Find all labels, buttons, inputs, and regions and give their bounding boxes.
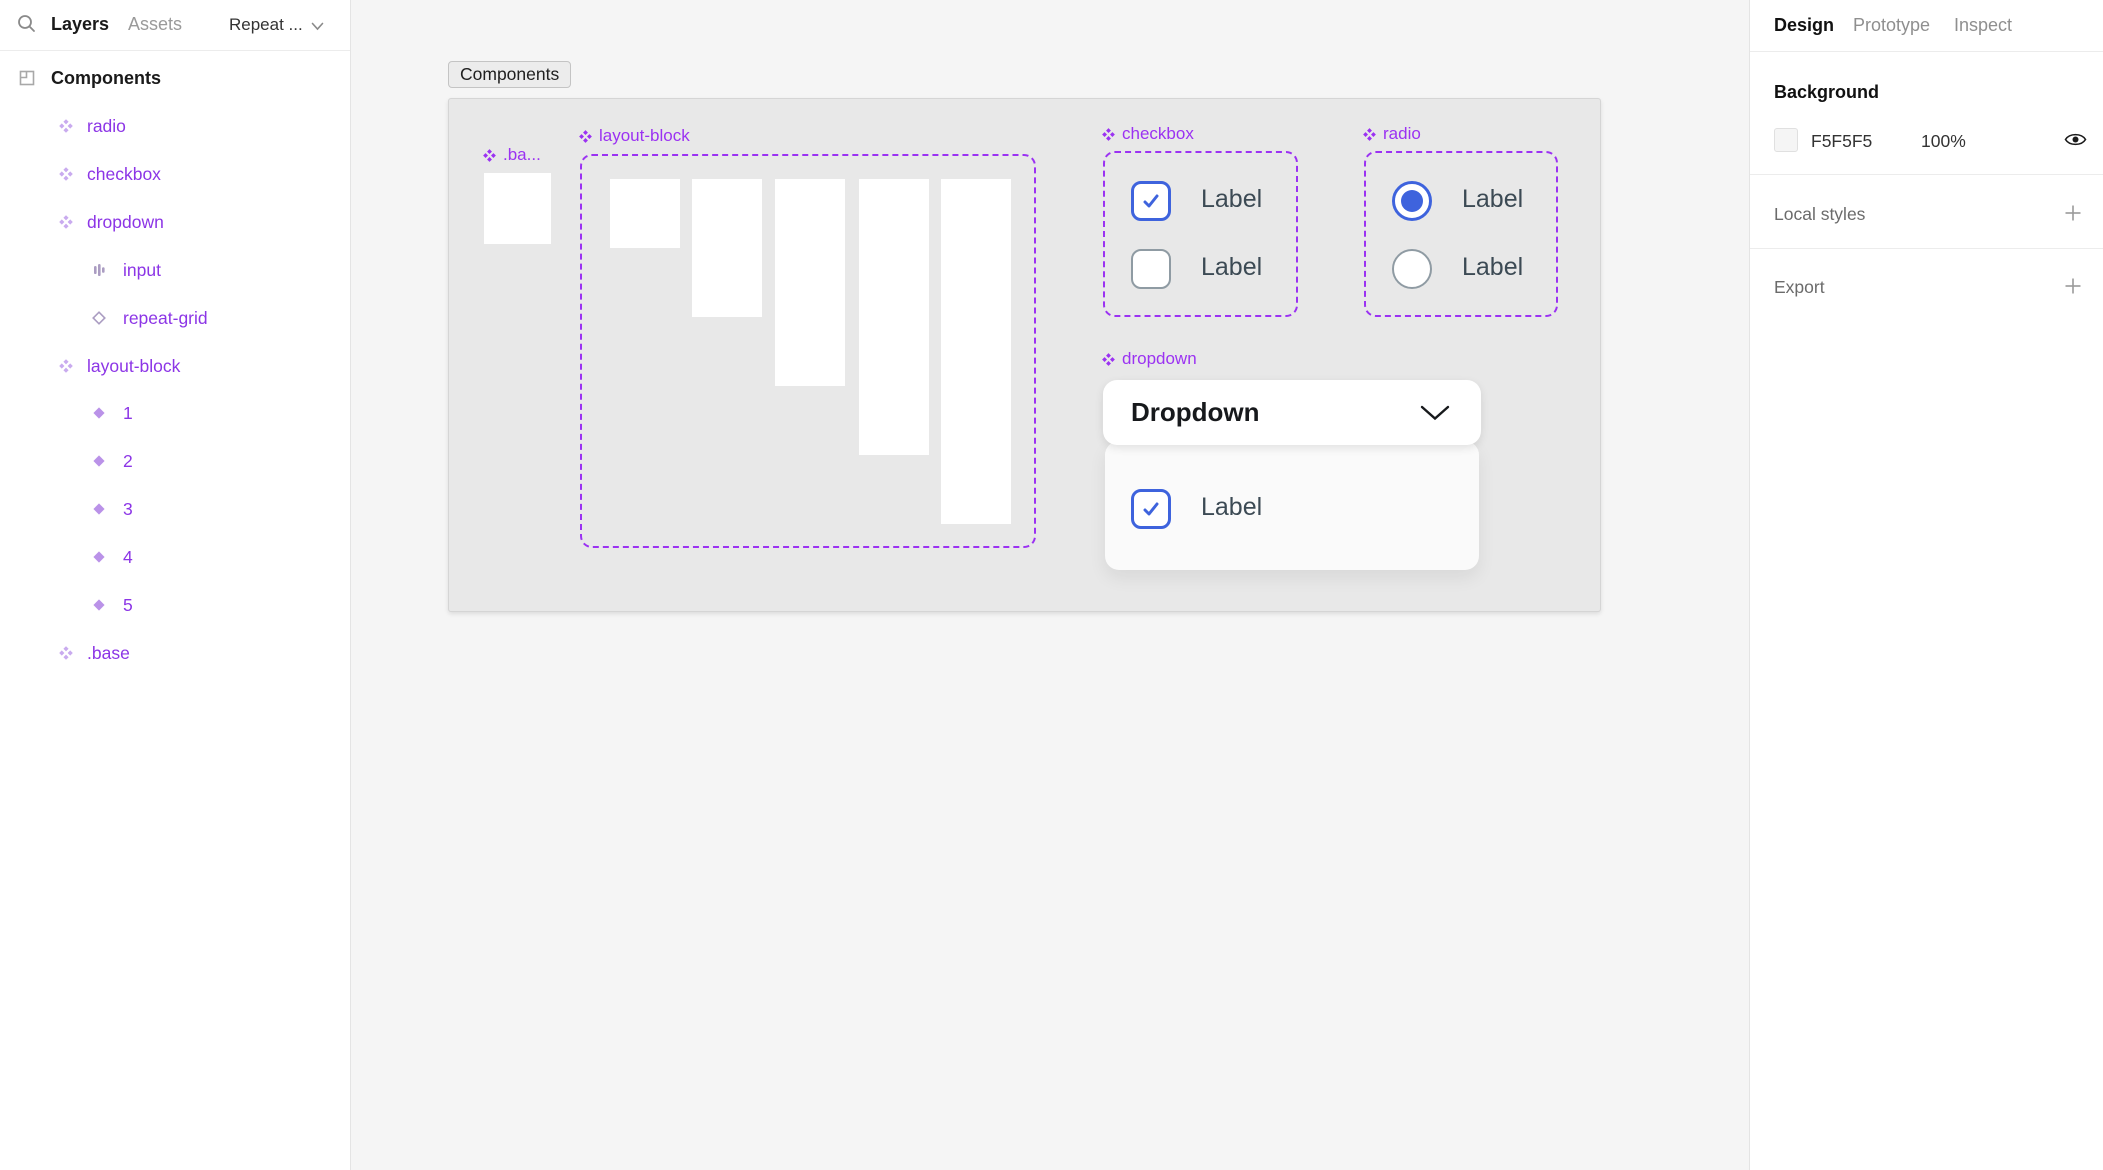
add-local-style-button[interactable] bbox=[2064, 204, 2082, 222]
layers-panel-topbar: Layers Assets Repeat ... bbox=[0, 0, 350, 51]
layer-row-components[interactable]: Components bbox=[0, 64, 350, 92]
local-styles-heading: Local styles bbox=[1774, 204, 1866, 224]
background-opacity[interactable]: 100% bbox=[1921, 131, 1966, 151]
diamond-icon bbox=[90, 453, 107, 470]
tab-design[interactable]: Design bbox=[1774, 15, 1835, 35]
background-heading: Background bbox=[1774, 82, 1880, 102]
export-heading: Export bbox=[1774, 277, 1825, 297]
add-export-button[interactable] bbox=[2064, 277, 2082, 295]
diamond-icon bbox=[90, 549, 107, 566]
component-icon bbox=[57, 214, 74, 231]
layout-block-bar-2[interactable] bbox=[692, 179, 762, 317]
layer-row-dropdown[interactable]: dropdown bbox=[0, 208, 350, 236]
checkbox-label: Label bbox=[1201, 185, 1263, 213]
layer-row-layout-block[interactable]: layout-block bbox=[0, 352, 350, 380]
chevron-down-icon bbox=[1419, 404, 1451, 422]
layer-row-2[interactable]: 2 bbox=[0, 447, 350, 475]
background-hex[interactable]: F5F5F5 bbox=[1811, 131, 1873, 151]
component-icon bbox=[1363, 127, 1376, 141]
base-instance-label[interactable]: .ba... bbox=[482, 145, 541, 165]
checkbox-unchecked[interactable] bbox=[1131, 249, 1171, 289]
input-icon bbox=[90, 262, 107, 279]
check-icon bbox=[1143, 194, 1159, 208]
base-instance-rect[interactable] bbox=[484, 173, 551, 244]
diamond-icon bbox=[90, 405, 107, 422]
layout-block-bar-5[interactable] bbox=[941, 179, 1011, 524]
layer-row-input[interactable]: input bbox=[0, 256, 350, 284]
layer-row-1[interactable]: 1 bbox=[0, 399, 350, 427]
divider bbox=[1750, 248, 2103, 249]
layer-row-checkbox[interactable]: checkbox bbox=[0, 160, 350, 188]
eye-icon[interactable] bbox=[2064, 131, 2087, 148]
component-icon bbox=[57, 645, 74, 662]
radio-component-outline[interactable]: Label Label bbox=[1364, 151, 1558, 317]
layers-panel: Layers Assets Repeat ... Components radi… bbox=[0, 0, 351, 1170]
radio-label: Label bbox=[1462, 185, 1524, 213]
chevron-down-icon[interactable] bbox=[311, 22, 324, 31]
menu-checkbox-checked[interactable] bbox=[1131, 489, 1171, 529]
component-icon bbox=[57, 358, 74, 375]
dropdown-component-label[interactable]: dropdown bbox=[1101, 349, 1197, 369]
checkbox-checked[interactable] bbox=[1131, 181, 1171, 221]
menu-item-label: Label bbox=[1201, 493, 1263, 521]
search-icon[interactable] bbox=[17, 14, 36, 33]
color-swatch[interactable] bbox=[1774, 128, 1798, 152]
checkbox-component-outline[interactable]: Label Label bbox=[1103, 151, 1298, 317]
layer-row-radio[interactable]: radio bbox=[0, 112, 350, 140]
layer-row-5[interactable]: 5 bbox=[0, 591, 350, 619]
diamond-icon bbox=[90, 501, 107, 518]
component-icon bbox=[57, 166, 74, 183]
layout-block-outline[interactable] bbox=[580, 154, 1036, 548]
frame-icon bbox=[18, 70, 35, 87]
layout-block-bar-3[interactable] bbox=[775, 179, 845, 386]
tab-inspect[interactable]: Inspect bbox=[1954, 15, 2013, 35]
radio-unselected[interactable] bbox=[1392, 249, 1432, 289]
dropdown-select[interactable]: Dropdown bbox=[1103, 380, 1481, 445]
repeat-grid-icon bbox=[90, 310, 107, 327]
component-icon bbox=[579, 129, 592, 143]
layout-block-label[interactable]: layout-block bbox=[578, 126, 690, 146]
components-frame[interactable]: .ba... layout-block checkbox bbox=[448, 98, 1601, 612]
component-icon bbox=[1102, 127, 1115, 141]
inspector-tabs: Design Prototype Inspect bbox=[1750, 0, 2103, 52]
divider bbox=[1750, 174, 2103, 175]
radio-dot bbox=[1401, 190, 1423, 212]
checkbox-component-label[interactable]: checkbox bbox=[1101, 124, 1194, 144]
diamond-icon bbox=[90, 597, 107, 614]
tab-prototype[interactable]: Prototype bbox=[1853, 15, 1931, 35]
dropdown-value: Dropdown bbox=[1131, 397, 1260, 427]
frame-title-chip[interactable]: Components bbox=[448, 61, 572, 88]
layer-row-3[interactable]: 3 bbox=[0, 495, 350, 523]
layout-block-bar-1[interactable] bbox=[610, 179, 680, 248]
dropdown-menu-panel[interactable]: Label bbox=[1105, 441, 1479, 570]
page-selector[interactable]: Repeat ... bbox=[229, 15, 303, 34]
layout-block-bar-4[interactable] bbox=[859, 179, 929, 455]
layer-row-base[interactable]: .base bbox=[0, 639, 350, 667]
radio-selected[interactable] bbox=[1392, 181, 1432, 221]
component-icon bbox=[57, 118, 74, 135]
check-icon bbox=[1143, 502, 1159, 516]
radio-label: Label bbox=[1462, 253, 1524, 281]
layer-row-repeat-grid[interactable]: repeat-grid bbox=[0, 304, 350, 332]
component-icon bbox=[1102, 352, 1115, 366]
canvas[interactable]: Components .ba... layout-block bbox=[352, 0, 1749, 1170]
inspector-panel: Design Prototype Inspect Background F5F5… bbox=[1749, 0, 2103, 1170]
checkbox-label: Label bbox=[1201, 253, 1263, 281]
layer-row-4[interactable]: 4 bbox=[0, 543, 350, 571]
tab-layers[interactable]: Layers bbox=[51, 14, 110, 34]
component-icon bbox=[483, 148, 496, 162]
radio-component-label[interactable]: radio bbox=[1362, 124, 1421, 144]
tab-assets[interactable]: Assets bbox=[128, 14, 183, 34]
